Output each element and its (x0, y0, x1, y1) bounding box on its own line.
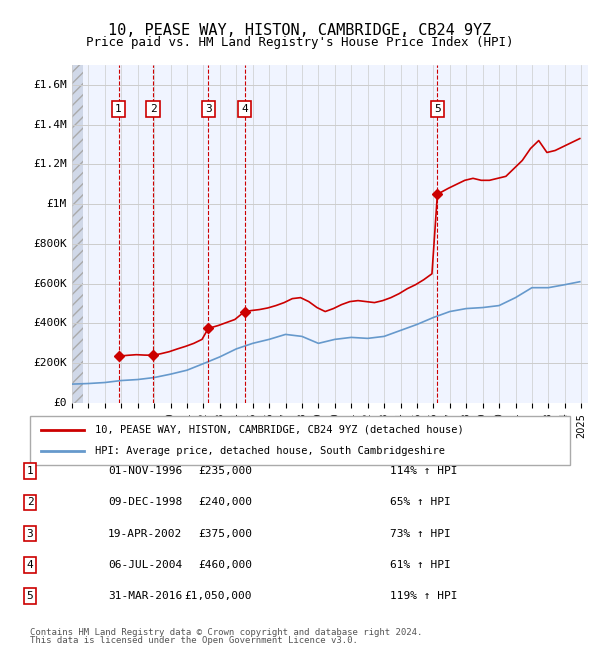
Text: 31-MAR-2016: 31-MAR-2016 (108, 591, 182, 601)
Bar (72, 65, 83, 403)
Text: Contains HM Land Registry data © Crown copyright and database right 2024.: Contains HM Land Registry data © Crown c… (30, 628, 422, 637)
Text: 73% ↑ HPI: 73% ↑ HPI (390, 528, 451, 539)
Text: £375,000: £375,000 (198, 528, 252, 539)
Text: £600K: £600K (33, 279, 67, 289)
Text: 1: 1 (115, 104, 122, 114)
Text: £400K: £400K (33, 318, 67, 328)
FancyBboxPatch shape (30, 416, 570, 465)
Text: 2: 2 (150, 104, 157, 114)
Text: 5: 5 (434, 104, 441, 114)
Text: 06-JUL-2004: 06-JUL-2004 (108, 560, 182, 570)
Text: £1.6M: £1.6M (33, 80, 67, 90)
Text: 01-NOV-1996: 01-NOV-1996 (108, 466, 182, 476)
Text: 3: 3 (26, 528, 34, 539)
Text: £1,050,000: £1,050,000 (185, 591, 252, 601)
Text: £800K: £800K (33, 239, 67, 249)
Text: 4: 4 (26, 560, 34, 570)
Text: £460,000: £460,000 (198, 560, 252, 570)
Text: £1M: £1M (47, 199, 67, 209)
Text: 5: 5 (26, 591, 34, 601)
Text: 65% ↑ HPI: 65% ↑ HPI (390, 497, 451, 508)
Text: £1.4M: £1.4M (33, 120, 67, 129)
Text: £200K: £200K (33, 358, 67, 369)
Text: 119% ↑ HPI: 119% ↑ HPI (390, 591, 458, 601)
Text: Price paid vs. HM Land Registry's House Price Index (HPI): Price paid vs. HM Land Registry's House … (86, 36, 514, 49)
Text: £0: £0 (53, 398, 67, 408)
Text: £240,000: £240,000 (198, 497, 252, 508)
Text: 1: 1 (26, 466, 34, 476)
Text: 10, PEASE WAY, HISTON, CAMBRIDGE, CB24 9YZ: 10, PEASE WAY, HISTON, CAMBRIDGE, CB24 9… (109, 23, 491, 38)
Text: This data is licensed under the Open Government Licence v3.0.: This data is licensed under the Open Gov… (30, 636, 358, 645)
Text: 61% ↑ HPI: 61% ↑ HPI (390, 560, 451, 570)
Text: 114% ↑ HPI: 114% ↑ HPI (390, 466, 458, 476)
Text: HPI: Average price, detached house, South Cambridgeshire: HPI: Average price, detached house, Sout… (95, 446, 445, 456)
Text: £235,000: £235,000 (198, 466, 252, 476)
Text: 19-APR-2002: 19-APR-2002 (108, 528, 182, 539)
Text: £1.2M: £1.2M (33, 159, 67, 170)
Text: 09-DEC-1998: 09-DEC-1998 (108, 497, 182, 508)
Text: 10, PEASE WAY, HISTON, CAMBRIDGE, CB24 9YZ (detached house): 10, PEASE WAY, HISTON, CAMBRIDGE, CB24 9… (95, 424, 464, 435)
Text: 3: 3 (205, 104, 212, 114)
Text: 2: 2 (26, 497, 34, 508)
Text: 4: 4 (241, 104, 248, 114)
